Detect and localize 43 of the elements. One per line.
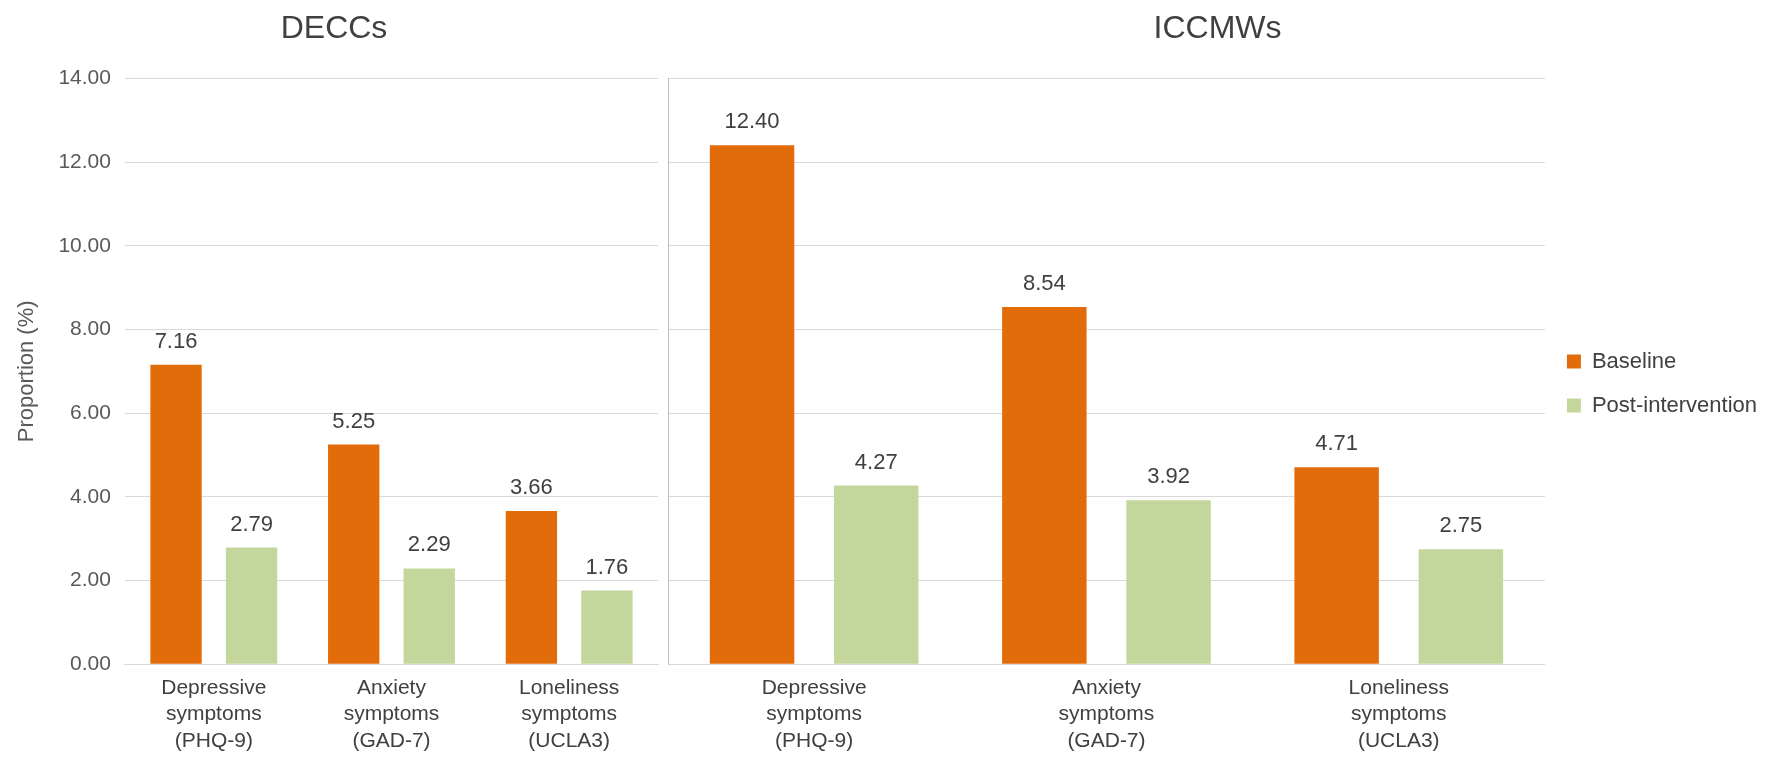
bar — [403, 568, 455, 664]
data-label: 2.79 — [230, 510, 273, 536]
data-label: 4.71 — [1315, 430, 1359, 456]
bar — [1126, 500, 1211, 664]
bar — [709, 145, 795, 664]
data-label: 3.66 — [509, 474, 553, 500]
bar — [1294, 467, 1379, 664]
x-tick-label: Anxiety symptoms (GAD-7) — [1058, 675, 1155, 751]
y-tick-label: 4.00 — [70, 483, 111, 507]
data-label: 3.92 — [1147, 463, 1190, 489]
chart-title: ICCMWs — [1153, 9, 1282, 46]
bar — [834, 485, 919, 664]
data-label: 12.40 — [724, 108, 780, 134]
legend-label: Baseline — [1591, 347, 1677, 373]
y-tick-label: 2.00 — [70, 567, 111, 591]
x-tick-label: Depressive symptoms (PHQ-9) — [161, 675, 267, 751]
y-axis-title: Proportion (%) — [13, 300, 39, 443]
chart-title: DECCs — [280, 9, 388, 46]
bar — [225, 547, 278, 664]
data-label: 5.25 — [332, 407, 376, 433]
x-tick-label: Loneliness symptoms (UCLA3) — [518, 675, 620, 751]
data-label: 4.27 — [854, 448, 898, 474]
x-tick-label: Anxiety symptoms (GAD-7) — [343, 675, 440, 751]
legend-label: Post-intervention — [1591, 391, 1758, 417]
y-tick-label: 6.00 — [70, 399, 111, 423]
data-label: 1.76 — [585, 553, 629, 579]
y-tick-label: 8.00 — [70, 316, 111, 340]
bar — [581, 590, 633, 664]
data-label: 8.54 — [1022, 269, 1066, 295]
y-tick-label: 12.00 — [58, 148, 111, 172]
y-tick-label: 10.00 — [58, 232, 111, 256]
bar — [505, 511, 558, 664]
bar — [1002, 306, 1087, 664]
bar — [328, 444, 380, 664]
x-tick-label: Depressive symptoms (PHQ-9) — [761, 675, 867, 751]
y-tick-label: 0.00 — [70, 651, 111, 675]
bar — [150, 364, 202, 664]
data-label: 7.16 — [154, 327, 198, 353]
bar — [1418, 549, 1504, 664]
x-tick-label: Loneliness symptoms (UCLA3) — [1348, 675, 1449, 751]
data-label: 2.29 — [407, 531, 451, 557]
data-label: 2.75 — [1439, 512, 1483, 538]
y-tick-label: 14.00 — [58, 65, 111, 89]
